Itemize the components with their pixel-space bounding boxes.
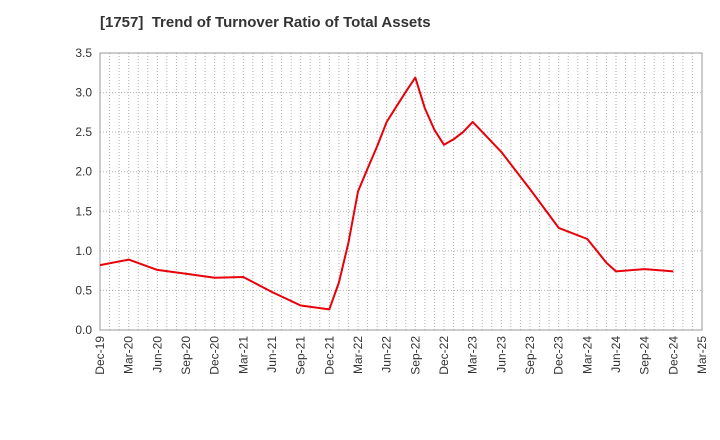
x-tick-label: Jun-20 xyxy=(150,336,164,373)
y-tick-label: 3.5 xyxy=(75,46,92,60)
x-tick-label: Dec-21 xyxy=(322,336,336,375)
x-tick-label: Mar-20 xyxy=(122,336,136,374)
y-tick-label: 2.5 xyxy=(75,125,92,139)
series-layer xyxy=(99,76,674,311)
x-tick-label: Sep-20 xyxy=(179,336,193,375)
grid-layer xyxy=(100,53,702,330)
y-tick-label: 1.0 xyxy=(75,244,92,258)
x-tick-label: Dec-24 xyxy=(666,336,680,375)
y-tick-label: 0.0 xyxy=(75,323,92,337)
plot-frame xyxy=(99,52,703,331)
x-tick-label: Mar-23 xyxy=(466,336,480,374)
x-tick-label: Sep-22 xyxy=(408,336,422,375)
x-tick-label: Jun-22 xyxy=(380,336,394,373)
y-tick-label: 1.5 xyxy=(75,204,92,218)
y-tick-label: 0.5 xyxy=(75,283,92,297)
y-tick-label: 2.0 xyxy=(75,165,92,179)
x-tick-label: Dec-19 xyxy=(93,336,107,375)
series-line xyxy=(99,76,674,311)
x-tick-label: Jun-23 xyxy=(494,336,508,373)
x-axis-ticks: Dec-19 Mar-20 Jun-20 Sep-20 Dec-20 Mar-21 Jun-… xyxy=(93,336,709,375)
x-tick-label: Jun-21 xyxy=(265,336,279,373)
x-tick-label: Dec-23 xyxy=(552,336,566,375)
x-tick-label: Dec-22 xyxy=(437,336,451,375)
x-tick-label: Sep-21 xyxy=(294,336,308,375)
x-tick-label: Sep-24 xyxy=(638,336,652,375)
x-tick-label: Mar-21 xyxy=(236,336,250,374)
x-tick-label: Sep-23 xyxy=(523,336,537,375)
x-tick-label: Mar-25 xyxy=(695,336,709,374)
x-tick-label: Mar-24 xyxy=(580,336,594,374)
y-axis-ticks: 0.0 0.5 1.0 1.5 2.0 2.5 3.0 3.5 xyxy=(75,46,92,337)
x-tick-label: Dec-20 xyxy=(208,336,222,375)
y-tick-label: 3.0 xyxy=(75,86,92,100)
x-tick-label: Jun-24 xyxy=(609,336,623,373)
chart-title: [1757] Trend of Turnover Ratio of Total … xyxy=(100,14,431,31)
x-tick-label: Mar-22 xyxy=(351,336,365,374)
